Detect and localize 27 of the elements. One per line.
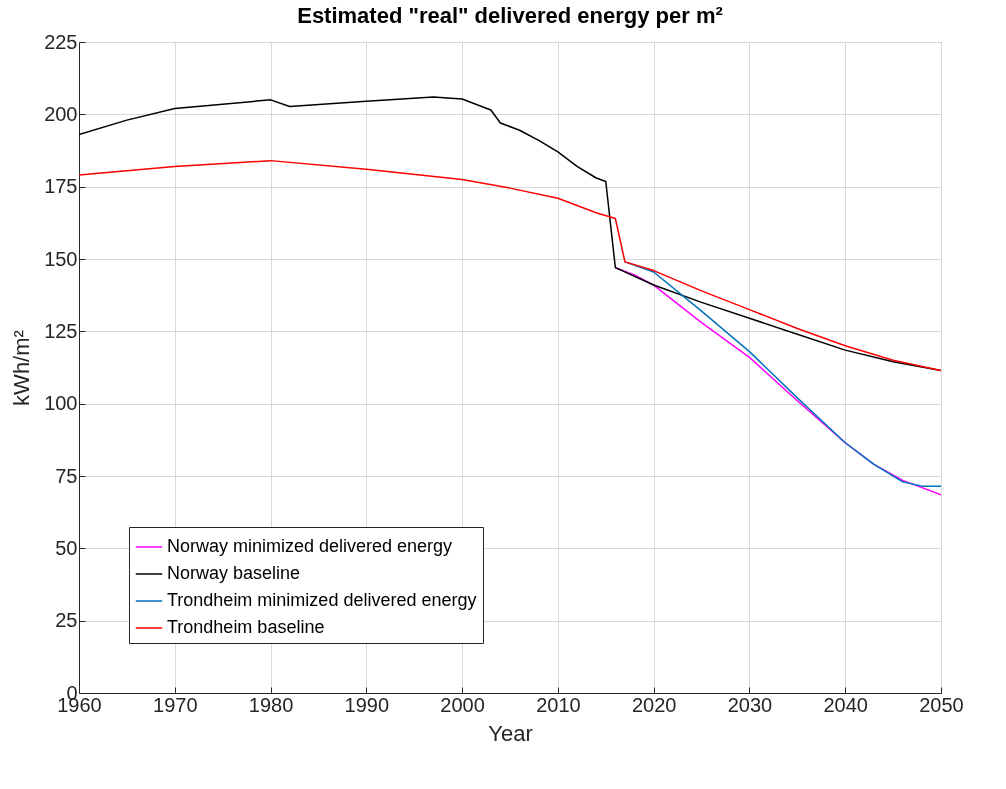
line-series [79,159,941,372]
y-tick-label: 200 [44,102,78,125]
y-tick-label: 150 [44,247,78,270]
x-tick-label: 2030 [727,693,773,716]
legend-label: Trondheim baseline [167,617,325,637]
x-tick-label: 2050 [919,693,964,716]
x-tick-label: 2010 [536,693,581,716]
y-tick-label: 225 [44,30,78,53]
x-axis-title: Year [488,720,533,746]
y-axis-title: kWh/m² [9,330,35,406]
x-tick-label: 2000 [440,693,485,716]
legend-label: Trondheim minimized delivered energy [167,590,477,610]
y-tick-label: 25 [55,609,78,632]
x-tick-label: 2020 [631,693,677,716]
line-series [79,96,941,372]
y-tick-label: 175 [44,175,78,198]
x-tick-label: 1970 [153,693,198,716]
x-tick-label: 1980 [248,693,294,716]
chart-title: Estimated "real" delivered energy per m² [297,3,723,28]
y-tick-label: 100 [44,392,78,415]
legend-label: Norway baseline [167,563,301,583]
legend-label: Norway minimized delivered energy [167,536,453,556]
y-tick-label: 75 [55,464,78,487]
x-tick-label: 1990 [344,693,390,716]
y-tick-label: 125 [44,319,78,342]
y-tick-label: 50 [55,536,78,559]
x-tick-label: 2040 [823,693,868,716]
